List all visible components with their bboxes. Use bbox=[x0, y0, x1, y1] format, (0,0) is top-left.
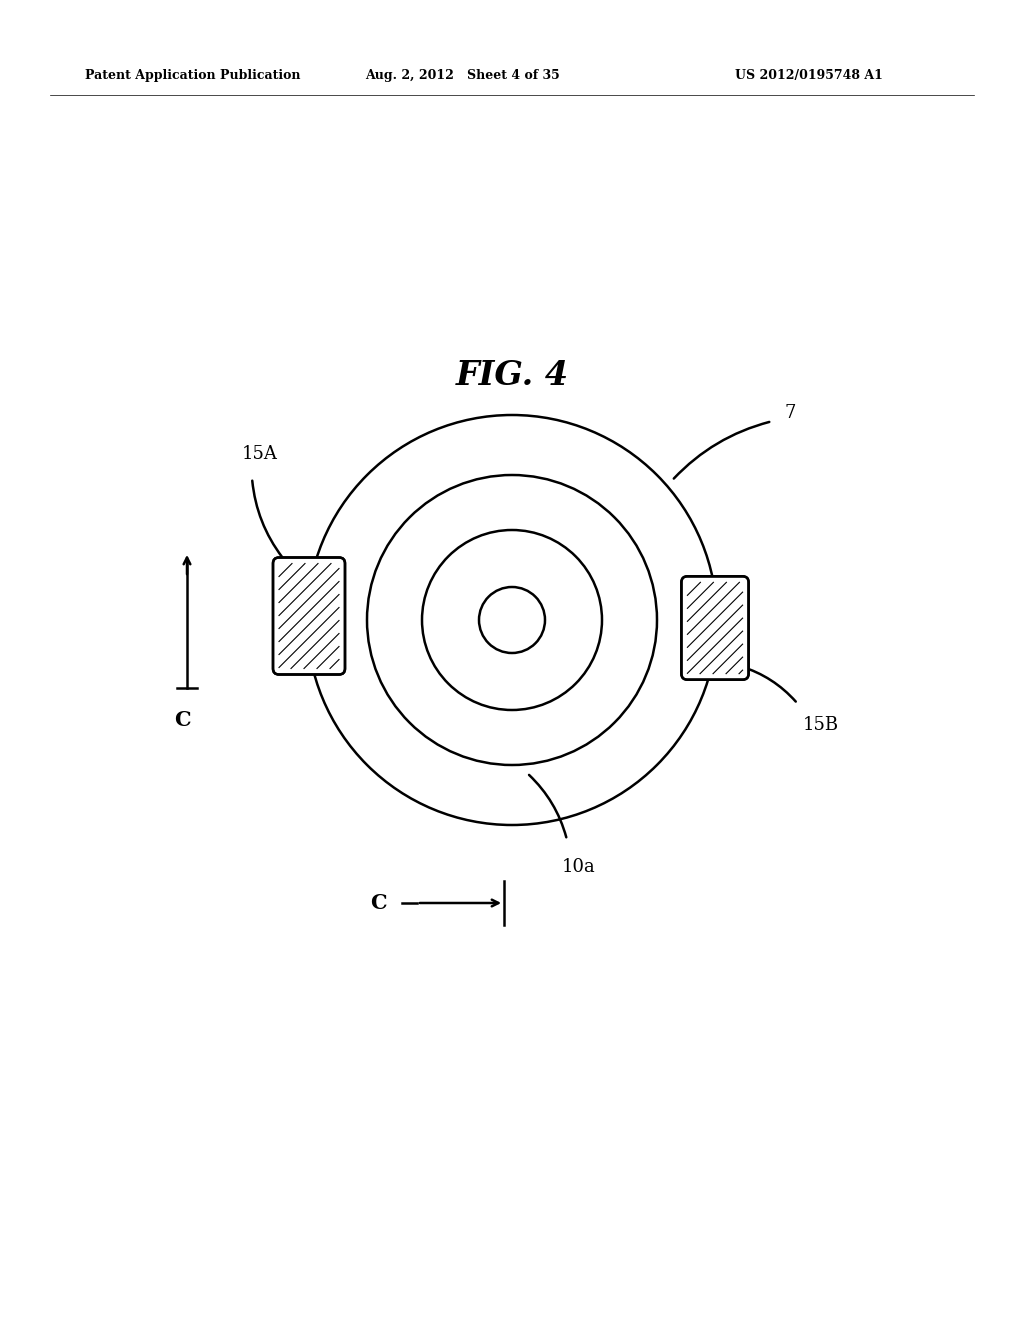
Text: Patent Application Publication: Patent Application Publication bbox=[85, 69, 300, 82]
Text: 7: 7 bbox=[784, 404, 796, 422]
Text: US 2012/0195748 A1: US 2012/0195748 A1 bbox=[735, 69, 883, 82]
Circle shape bbox=[307, 414, 717, 825]
Circle shape bbox=[422, 531, 602, 710]
Text: C: C bbox=[371, 894, 387, 913]
FancyBboxPatch shape bbox=[681, 577, 749, 680]
Text: 15B: 15B bbox=[803, 715, 839, 734]
Text: 15A: 15A bbox=[242, 445, 278, 463]
Text: Aug. 2, 2012   Sheet 4 of 35: Aug. 2, 2012 Sheet 4 of 35 bbox=[365, 69, 560, 82]
FancyBboxPatch shape bbox=[273, 557, 345, 675]
Text: FIG. 4: FIG. 4 bbox=[456, 359, 568, 392]
Circle shape bbox=[367, 475, 657, 766]
Circle shape bbox=[479, 587, 545, 653]
Text: C: C bbox=[174, 710, 190, 730]
Text: 10a: 10a bbox=[562, 858, 596, 876]
